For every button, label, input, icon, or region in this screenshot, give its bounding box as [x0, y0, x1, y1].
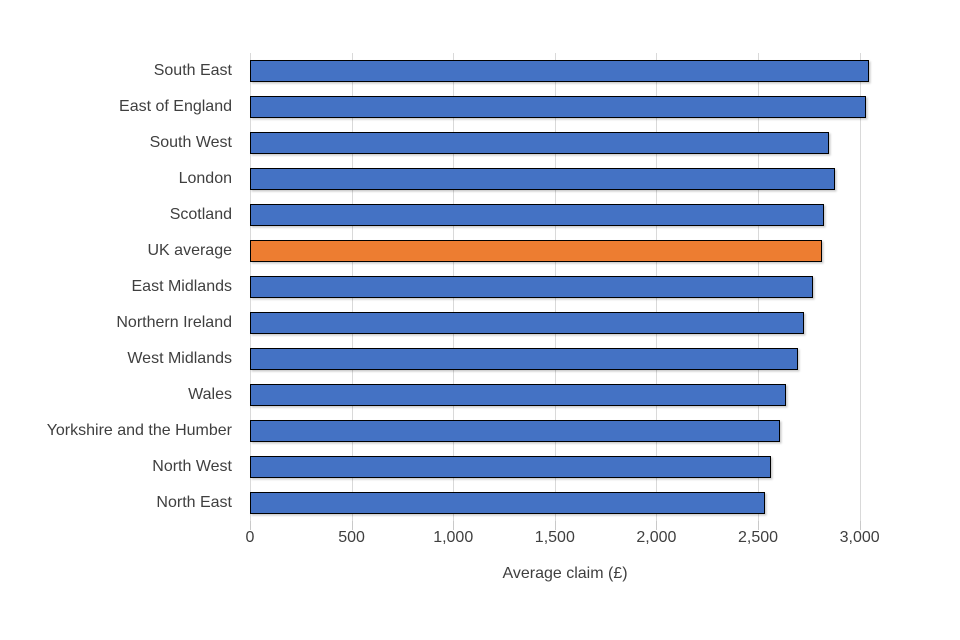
x-axis-tick-mark [758, 521, 760, 530]
bar-north-west [250, 456, 772, 478]
category-label: North West [152, 458, 232, 475]
x-axis-tick-mark [453, 521, 455, 530]
y-axis-labels: South East East of England South West Londo… [0, 53, 232, 521]
bar-wales [250, 384, 786, 406]
x-axis-tick-mark [859, 521, 861, 530]
category-label: East Midlands [131, 278, 233, 295]
bar-east-of-england [250, 96, 866, 118]
category-label: North East [156, 494, 232, 511]
category-label: South East [153, 62, 232, 79]
category-label: South West [149, 134, 232, 151]
bar-south-west [250, 132, 830, 154]
x-axis-tick-label: 0 [245, 529, 255, 546]
bar-yorkshire-and-the-humber [250, 420, 781, 442]
x-axis-tick-mark [351, 521, 353, 530]
bar-uk-average [250, 240, 823, 262]
bar-london [250, 168, 836, 190]
category-label: UK average [147, 242, 233, 259]
bar-scotland [250, 204, 825, 226]
bar-northern-ireland [250, 312, 804, 334]
bar-west-midlands [250, 348, 798, 370]
x-axis-tick-label: 500 [338, 529, 365, 546]
gridline [859, 53, 861, 521]
plot-area [250, 53, 880, 530]
x-axis-title: Average claim (£) [502, 565, 628, 582]
category-label: Northern Ireland [116, 314, 232, 331]
category-label: London [178, 170, 232, 187]
category-label: Yorkshire and the Humber [46, 422, 232, 439]
x-axis-tick-label: 3,000 [839, 529, 880, 546]
x-axis-tick-label: 1,000 [433, 529, 474, 546]
x-axis-tick-mark [250, 521, 251, 530]
bar-north-east [250, 492, 766, 514]
x-axis-tick-mark [554, 521, 556, 530]
bar-south-east [250, 60, 869, 82]
category-label: Wales [188, 386, 232, 403]
bar-east-midlands [250, 276, 813, 298]
x-axis-tick-label: 1,500 [534, 529, 575, 546]
x-axis-tick-label: 2,000 [636, 529, 677, 546]
category-label: Scotland [169, 206, 232, 223]
category-label: West Midlands [127, 350, 232, 367]
x-axis-tick-label: 2,500 [738, 529, 779, 546]
category-label: East of England [119, 98, 232, 115]
x-axis-tick-mark [656, 521, 658, 530]
